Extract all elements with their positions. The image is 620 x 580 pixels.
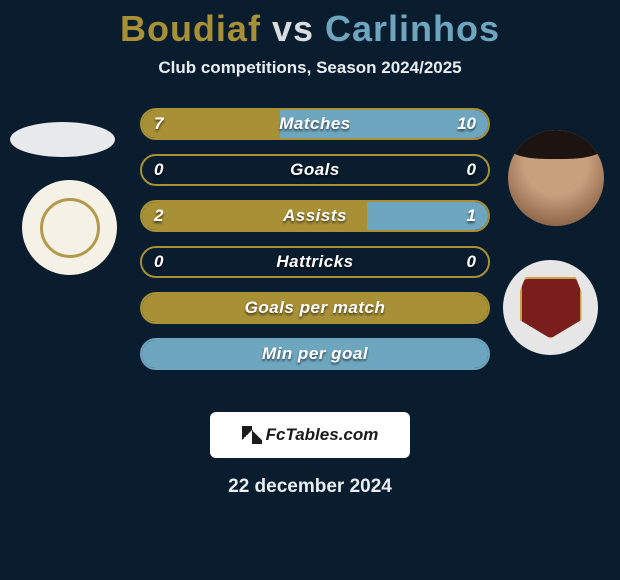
stat-row-min-per-goal: Min per goal bbox=[140, 338, 490, 370]
stat-row-matches: 710Matches bbox=[140, 108, 490, 140]
stat-label: Assists bbox=[142, 202, 488, 230]
generation-date: 22 december 2024 bbox=[0, 476, 620, 498]
comparison-title: Boudiaf vs Carlinhos bbox=[0, 0, 620, 50]
title-player1: Boudiaf bbox=[120, 8, 261, 49]
title-vs: vs bbox=[272, 8, 314, 49]
stat-row-assists: 21Assists bbox=[140, 200, 490, 232]
stats-area: 710Matches 00Goals 21Assists 00Hattricks Goa… bbox=[0, 108, 620, 388]
stat-label: Goals bbox=[142, 156, 488, 184]
stat-bars: 710Matches 00Goals 21Assists 00Hattricks Goa… bbox=[140, 108, 490, 384]
stat-label: Hattricks bbox=[142, 248, 488, 276]
stat-label: Min per goal bbox=[142, 340, 488, 368]
stat-row-hattricks: 00Hattricks bbox=[140, 246, 490, 278]
credit-badge: FcTables.com bbox=[210, 412, 410, 458]
credit-text: FcTables.com bbox=[266, 425, 379, 445]
stat-label: Matches bbox=[142, 110, 488, 138]
subtitle: Club competitions, Season 2024/2025 bbox=[0, 58, 620, 78]
title-player2: Carlinhos bbox=[325, 8, 500, 49]
stat-row-goals-per-match: Goals per match bbox=[140, 292, 490, 324]
stat-row-goals: 00Goals bbox=[140, 154, 490, 186]
fctables-logo-icon bbox=[242, 426, 262, 444]
stat-label: Goals per match bbox=[142, 294, 488, 322]
